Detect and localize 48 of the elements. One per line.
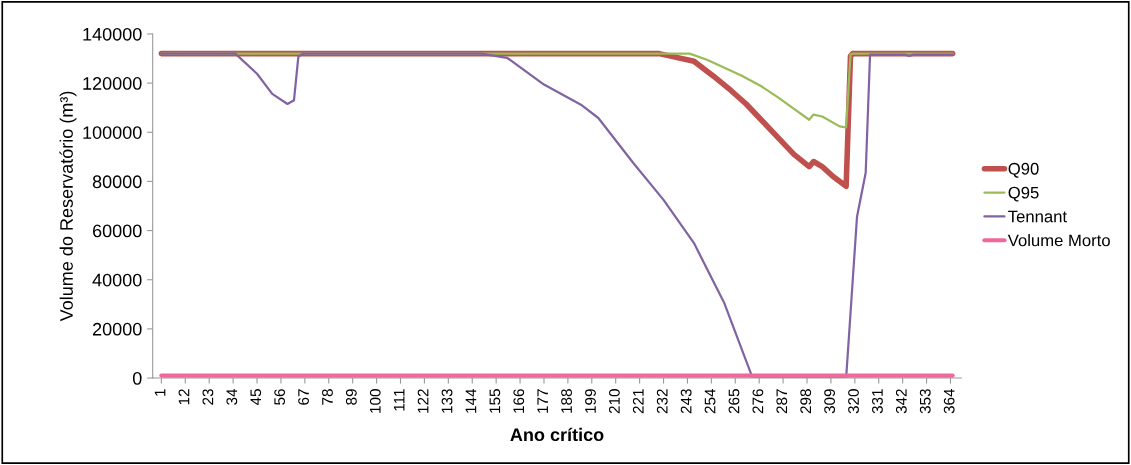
x-tick-label: 298 [800, 389, 812, 414]
x-tick-label: 243 [680, 389, 692, 414]
y-tick-label: 140000 [83, 27, 142, 41]
y-tick-label: 100000 [83, 126, 142, 139]
x-tick-label: 287 [776, 389, 788, 414]
x-tick-label: 23 [202, 389, 214, 405]
x-tick-label: 364 [943, 388, 955, 414]
x-tick-label: 177 [537, 389, 548, 413]
x-tick-label: 221 [632, 389, 644, 414]
x-tick-label: 122 [417, 389, 429, 413]
x-tick-label: 111 [393, 389, 405, 411]
x-tick-label: 342 [895, 389, 907, 414]
x-tick-label: 89 [345, 389, 357, 405]
x-tick-label: 232 [656, 389, 668, 414]
x-tick-label: 276 [752, 389, 764, 414]
x-tick-label: 265 [728, 389, 740, 414]
legend-label: Q90 [1008, 162, 1039, 178]
x-tick-label: 34 [226, 388, 238, 405]
x-axis-title: Ano crítico [510, 427, 604, 442]
x-tick-label: 210 [608, 389, 620, 414]
x-tick-label: 1 [154, 389, 166, 396]
x-tick-label: 331 [872, 389, 883, 414]
y-tick-label: 80000 [92, 175, 142, 189]
x-tick-label: 199 [585, 389, 596, 413]
x-tick-label: 188 [561, 389, 572, 413]
x-tick-label: 166 [513, 389, 525, 413]
y-axis-title: Volume do Reservatório (m³) [59, 91, 77, 322]
x-tick-label: 133 [441, 389, 453, 413]
x-tick-label: 144 [465, 388, 477, 413]
x-tick-label: 309 [824, 389, 836, 414]
y-tick-label: 0 [132, 371, 142, 385]
x-tick-label: 155 [489, 389, 501, 413]
legend-label: Volume Morto [1007, 234, 1110, 247]
y-tick-label: 40000 [92, 273, 142, 287]
legend-label: Q95 [1008, 186, 1039, 202]
y-tick-label: 20000 [92, 322, 142, 336]
x-tick-label: 100 [369, 389, 381, 413]
y-tick-label: 120000 [83, 77, 142, 90]
x-tick-label: 78 [322, 389, 333, 405]
x-tick-label: 353 [919, 389, 931, 414]
x-tick-label: 67 [298, 389, 309, 405]
legend-label: Tennant [1008, 210, 1067, 223]
x-tick-label: 45 [250, 389, 262, 406]
x-tick-label: 12 [178, 389, 190, 405]
x-tick-label: 320 [848, 389, 859, 414]
y-tick-label: 60000 [92, 224, 142, 238]
x-tick-label: 56 [274, 389, 286, 405]
x-tick-label: 254 [704, 388, 716, 414]
